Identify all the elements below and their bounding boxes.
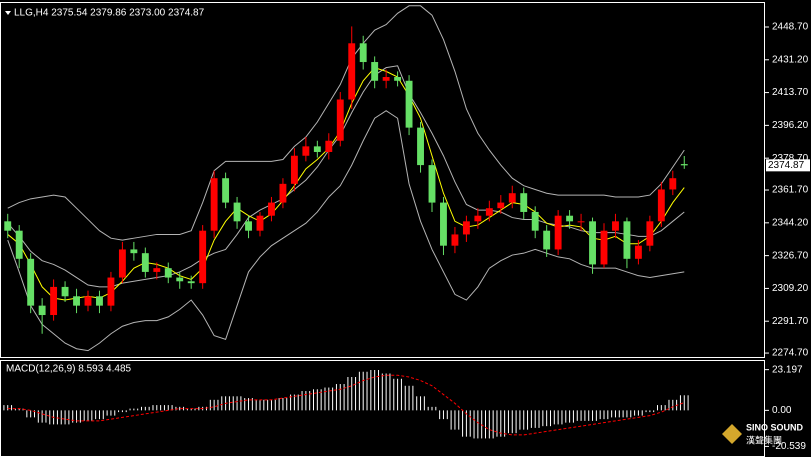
candle-body (187, 281, 195, 284)
y-tick-label: 0.00 (772, 405, 792, 416)
candle-body (153, 268, 161, 272)
candle-body (164, 268, 172, 278)
candle-body (268, 202, 275, 216)
candle-body (554, 215, 562, 250)
candle-body (600, 230, 608, 265)
candle-body (623, 221, 631, 259)
y-tick-label: 2448.70 (772, 22, 809, 33)
candle-body (657, 189, 665, 222)
y-tick-label: 2361.70 (772, 185, 809, 196)
y-tick-label: 2431.20 (772, 54, 809, 65)
price-tag: 2374.87 (768, 160, 805, 171)
candle-body (680, 164, 688, 166)
candle-body (210, 178, 218, 231)
candle-body (176, 277, 184, 282)
y-tick-label: -20.539 (772, 441, 806, 452)
candle-body (474, 215, 482, 222)
indicator-line (7, 67, 685, 301)
candle-body (15, 230, 23, 259)
candle-body (634, 245, 642, 259)
collapse-arrow (5, 11, 11, 15)
candle-body (245, 221, 252, 231)
signal-line (7, 374, 685, 436)
candle-body (612, 221, 619, 231)
indicator-line (7, 110, 685, 352)
candle-body (589, 221, 596, 265)
y-tick-label: 2291.70 (772, 316, 809, 327)
y-tick-label: 23.197 (772, 364, 803, 375)
indicator-line (7, 5, 685, 241)
candle-body (256, 215, 264, 231)
candle-body (497, 202, 505, 209)
candle-body (73, 296, 80, 306)
candle-body (531, 211, 539, 231)
candle-body (405, 80, 413, 128)
candle-body (520, 193, 528, 212)
price-tag-bg (766, 159, 810, 172)
candle-body (336, 99, 344, 141)
candle-body (394, 77, 402, 81)
candle-body (428, 165, 436, 203)
y-tick-label: 2326.70 (772, 250, 809, 261)
candle-body (543, 230, 551, 250)
candle-body (61, 286, 69, 297)
candle-body (96, 296, 103, 306)
candle-body (577, 221, 585, 223)
candle-body (38, 305, 46, 316)
candle-body (359, 43, 367, 63)
candle-body (84, 296, 92, 306)
y-tick-label: 2274.70 (772, 348, 809, 359)
y-tick-label: 2413.70 (772, 87, 809, 98)
candle-body (566, 215, 574, 222)
macd-title: MACD(12,26,9) 8.593 4.485 (6, 364, 132, 375)
candle-body (302, 146, 310, 156)
candle-body (233, 202, 241, 222)
price-panel: 2448.70 2431.20 2413.70 2396.20 2378.70 2361.… (4, 5, 810, 359)
candle-body (141, 253, 149, 272)
y-tick-label: 2309.20 (772, 283, 809, 294)
watermark-subtitle: 漢聲集團 (746, 434, 782, 445)
candle-body (50, 286, 58, 316)
candle-body (669, 178, 677, 190)
candle-body (451, 234, 459, 246)
candle-body (4, 221, 12, 231)
candle-body (279, 183, 287, 203)
candle-body (508, 193, 516, 203)
candle-body (485, 208, 493, 216)
candle-body (348, 43, 356, 100)
price-title: LLG,H4 2375.54 2379.86 2373.00 2374.87 (14, 8, 205, 19)
watermark: SINO SOUND 漢聲集團 (722, 422, 804, 445)
y-tick-label: 2344.20 (772, 217, 809, 228)
y-tick-label: 2396.20 (772, 120, 809, 131)
macd-panel: 23.197 0.00 -20.539 (3, 364, 806, 452)
candle-body (130, 249, 138, 254)
candle-body (199, 230, 207, 284)
candle-body (646, 221, 654, 246)
candle-body (118, 249, 126, 278)
watermark-name: SINO SOUND (746, 422, 804, 432)
candle-body (222, 178, 230, 203)
candle-body (27, 258, 35, 306)
watermark-logo (722, 424, 742, 444)
candle-body (440, 202, 447, 246)
price-panel-frame (0, 2, 765, 358)
candle-body (417, 127, 424, 166)
candle-body (313, 146, 321, 152)
candle-body (325, 140, 333, 152)
candle-body (107, 277, 115, 306)
y-tick-label: 2378.70 (772, 153, 809, 164)
candle-body (382, 77, 390, 81)
candle-body (290, 155, 298, 184)
candle-body (462, 221, 470, 235)
candle-body (371, 62, 379, 81)
